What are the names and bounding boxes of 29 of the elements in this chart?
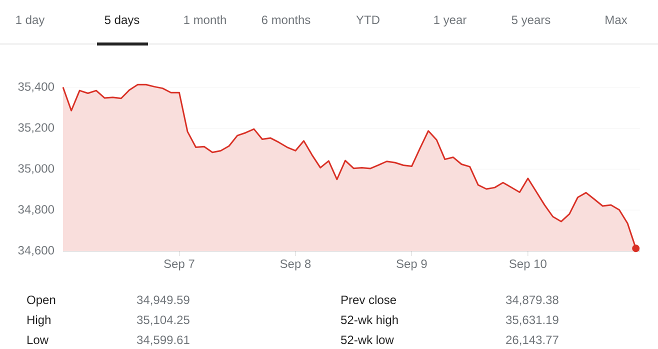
y-tick-label: 34,800: [18, 205, 54, 216]
text: High: [28, 315, 50, 326]
text: 1 year: [434, 16, 466, 26]
text: 26,143.77: [506, 336, 558, 346]
text: 34,949.59: [136, 296, 190, 306]
x-tick-label: Sep 10: [509, 260, 546, 270]
text: 52-wk high: [341, 315, 398, 326]
text: Max: [606, 16, 628, 24]
text: 5 days: [104, 15, 140, 26]
text: Low: [28, 336, 49, 344]
y-tick-label: 35,400: [18, 82, 54, 92]
text: 5 years: [512, 16, 550, 26]
y-tick-label: 35,200: [18, 123, 54, 134]
text: 34,599.61: [136, 336, 190, 346]
text: 6 months: [262, 15, 310, 24]
y-tick-label: 34,600: [18, 246, 54, 256]
text: 35,631.19: [506, 316, 558, 326]
text: 1 day: [16, 15, 45, 26]
x-tick-label: Sep 8: [280, 260, 311, 270]
x-tick-label: Sep 7: [164, 260, 194, 270]
x-tick-label: Sep 9: [396, 260, 427, 270]
text: 35,104.25: [136, 316, 190, 326]
text: YTD: [356, 16, 380, 24]
y-tick-label: 35,000: [18, 164, 54, 174]
text: 52-wk low: [341, 335, 394, 344]
text: Prev close: [342, 295, 396, 304]
text: 34,879.38: [506, 296, 558, 306]
text: Open: [27, 296, 56, 306]
text: 1 month: [184, 15, 226, 24]
